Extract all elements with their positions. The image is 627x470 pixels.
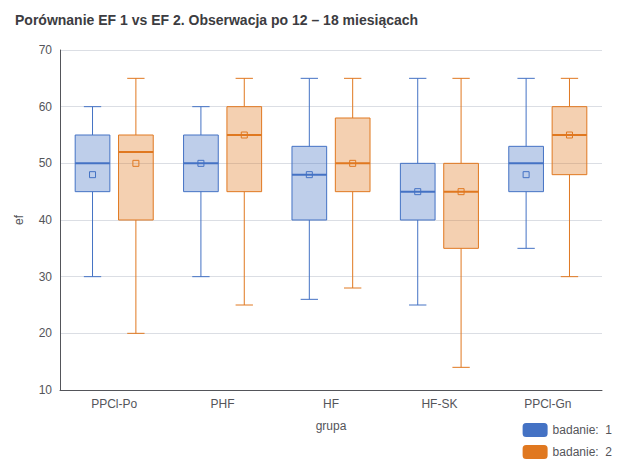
svg-text:10: 10 (39, 383, 53, 397)
svg-text:PPCl-Po: PPCl-Po (91, 397, 137, 411)
svg-text:20: 20 (39, 326, 53, 340)
svg-text:40: 40 (39, 213, 53, 227)
svg-text:badanie: 1: badanie: 1 (553, 423, 613, 437)
svg-text:PPCl-Gn: PPCl-Gn (524, 397, 571, 411)
svg-text:ef: ef (12, 214, 26, 225)
svg-text:grupa: grupa (316, 419, 347, 433)
svg-text:badanie: 2: badanie: 2 (553, 445, 613, 459)
svg-text:70: 70 (39, 43, 53, 57)
svg-text:30: 30 (39, 270, 53, 284)
svg-text:HF: HF (323, 397, 339, 411)
svg-text:HF-SK: HF-SK (421, 397, 457, 411)
svg-text:50: 50 (39, 156, 53, 170)
svg-text:60: 60 (39, 100, 53, 114)
svg-text:Porównanie EF 1 vs EF 2. Obser: Porównanie EF 1 vs EF 2. Obserwacja po 1… (15, 12, 418, 28)
svg-text:PHF: PHF (211, 397, 235, 411)
